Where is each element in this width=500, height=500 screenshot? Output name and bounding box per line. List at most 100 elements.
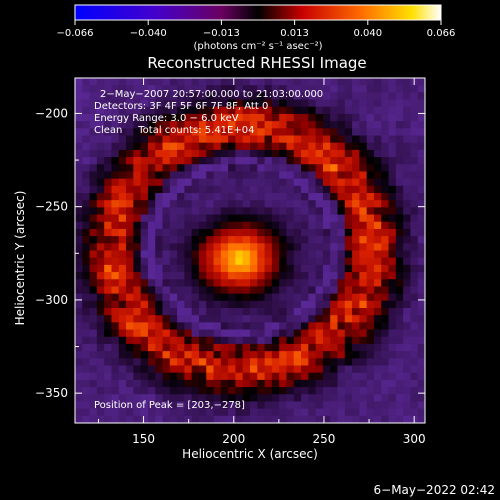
heatmap-cell [271, 193, 280, 201]
heatmap-cell [162, 78, 171, 86]
heatmap-cell [308, 279, 317, 287]
heatmap-cell [235, 200, 244, 208]
heatmap-cell [301, 336, 309, 345]
heatmap-cell [198, 329, 207, 338]
heatmap-cell [403, 193, 411, 201]
heatmap-cell [250, 394, 258, 402]
heatmap-cell [417, 394, 426, 402]
heatmap-cell [147, 415, 156, 424]
heatmap-cell [257, 358, 265, 366]
heatmap-cell [118, 358, 127, 366]
heatmap-cell [75, 408, 83, 417]
heatmap-cell [352, 315, 360, 323]
heatmap-cell [352, 322, 360, 330]
heatmap-cell [308, 343, 317, 352]
heatmap-cell [96, 85, 105, 93]
heatmap-cell [177, 164, 185, 172]
heatmap-cell [111, 365, 120, 374]
heatmap-cell [337, 401, 346, 410]
heatmap-cell [75, 178, 83, 187]
heatmap-cell [417, 293, 426, 302]
heatmap-cell [366, 92, 375, 100]
heatmap-cell [198, 315, 207, 323]
heatmap-cell [235, 343, 244, 352]
heatmap-cell [82, 164, 90, 172]
heatmap-cell [206, 214, 214, 223]
heatmap-cell [264, 171, 273, 180]
heatmap-cell [286, 415, 295, 424]
heatmap-cell [184, 379, 193, 388]
heatmap-cell [177, 293, 185, 302]
heatmap-cell [410, 236, 419, 244]
heatmap-cell [235, 272, 244, 280]
heatmap-cell [286, 257, 295, 266]
heatmap-cell [147, 214, 156, 223]
heatmap-cell [184, 207, 193, 215]
heatmap-cell [235, 250, 244, 259]
heatmap-cell [381, 221, 389, 230]
heatmap-cell [75, 300, 83, 309]
heatmap-cell [388, 113, 397, 122]
heatmap-cell [308, 286, 317, 295]
heatmap-cell [133, 387, 142, 395]
heatmap-cell [82, 250, 90, 259]
heatmap-cell [228, 279, 236, 287]
heatmap-cell [104, 121, 112, 129]
heatmap-cell [133, 336, 142, 345]
heatmap-cell [381, 358, 389, 366]
heatmap-cell [301, 171, 309, 180]
heatmap-cell [301, 228, 309, 237]
heatmap-cell [228, 415, 236, 424]
heatmap-cell [198, 365, 207, 374]
heatmap-cell [206, 408, 214, 417]
plot-axes: 150 200 250 300−200−250−300−350 [35, 77, 426, 446]
heatmap-cell [162, 214, 171, 223]
heatmap-cell [301, 200, 309, 208]
heatmap-cell [133, 193, 142, 201]
heatmap-cell [118, 142, 127, 151]
heatmap-cell [75, 135, 83, 144]
heatmap-cell [155, 78, 163, 86]
heatmap-cell [366, 185, 375, 194]
heatmap-cell [169, 264, 178, 273]
heatmap-cell [82, 293, 90, 302]
heatmap-cell [403, 315, 411, 323]
heatmap-cell [213, 207, 222, 215]
heatmap-cell [169, 193, 178, 201]
heatmap-cell [366, 394, 375, 402]
heatmap-cell [403, 358, 411, 366]
heatmap-cell [177, 272, 185, 280]
heatmap-cell [147, 113, 156, 122]
heatmap-cell [235, 178, 244, 187]
heatmap-cell [381, 343, 389, 352]
heatmap-cell [147, 272, 156, 280]
heatmap-cell [293, 171, 302, 180]
heatmap-cell [133, 164, 142, 172]
heatmap-cell [315, 121, 324, 129]
heatmap-cell [133, 121, 142, 129]
heatmap-cell [366, 121, 375, 129]
heatmap-cell [330, 185, 338, 194]
heatmap-cell [388, 308, 397, 316]
heatmap-cell [352, 142, 360, 151]
heatmap-cell [293, 358, 302, 366]
heatmap-cell [96, 293, 105, 302]
heatmap-cell [235, 149, 244, 158]
heatmap-cell [410, 408, 419, 417]
heatmap-cell [75, 308, 83, 316]
heatmap-cell [82, 228, 90, 237]
heatmap-cell [133, 322, 142, 330]
heatmap-cell [381, 178, 389, 187]
heatmap-cell [373, 250, 382, 259]
heatmap-cell [330, 214, 338, 223]
heatmap-cell [242, 135, 251, 144]
colorbar-tick-label: 0.066 [427, 28, 456, 39]
heatmap-cell [133, 142, 142, 151]
heatmap-cell [301, 128, 309, 136]
heatmap-cell [381, 214, 389, 223]
heatmap-cell [352, 358, 360, 366]
heatmap-cell [286, 92, 295, 100]
heatmap-cell [89, 121, 98, 129]
heatmap-cell [293, 336, 302, 345]
heatmap-cell [337, 221, 346, 230]
